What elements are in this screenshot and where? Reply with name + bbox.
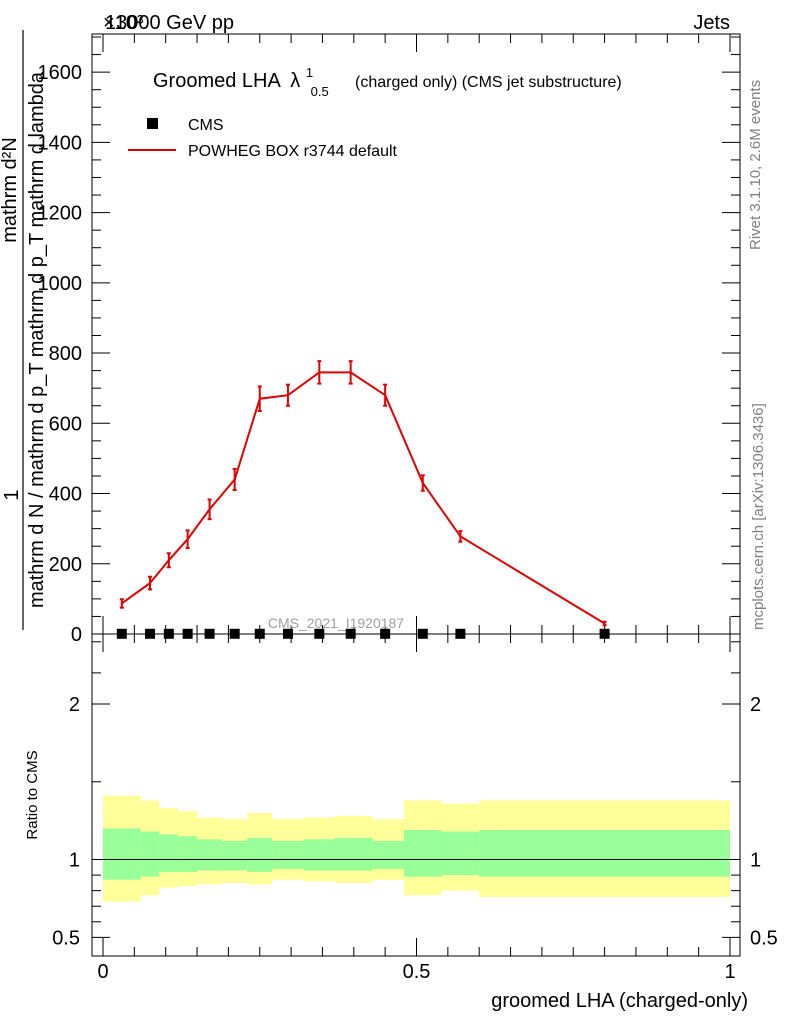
plot-title-suffix: (charged only) (CMS jet substructure) — [355, 74, 622, 91]
main-y-tick-label: 1600 — [38, 62, 83, 84]
ratio-inner-band-bin — [159, 834, 179, 872]
legend: CMS POWHEG BOX r3744 default — [128, 117, 398, 160]
main-y-tick-label: 0 — [71, 624, 82, 646]
mcplots-label: mcplots.cern.ch [arXiv:1306.3436] — [750, 403, 767, 630]
main-y-tick-label: 400 — [49, 484, 82, 506]
main-plot: 0 200 400 600 800 1000 1200 1400 1600 CMS_2021_I… — [38, 33, 741, 646]
plot-title-symbol: λ — [290, 70, 300, 92]
y-label-numerator: mathrm d²N — [0, 137, 21, 243]
ratio-inner-band-bin — [479, 830, 730, 877]
ratio-y-tick-label-left: 0.5 — [52, 927, 80, 949]
ratio-inner-band-bin — [247, 837, 273, 872]
main-y-tick-label: 1000 — [38, 273, 83, 295]
ratio-ticks — [92, 634, 740, 956]
main-y-tick-label: 1200 — [38, 203, 83, 225]
x-axis-label: groomed LHA (charged-only) — [491, 990, 748, 1012]
main-y-tick-label: 1400 — [38, 132, 83, 154]
ratio-inner-band-bin — [103, 828, 141, 880]
x-tick-label: 0 — [97, 961, 108, 983]
header-category: Jets — [693, 12, 730, 34]
plot-title-text: Groomed LHA — [153, 70, 281, 92]
ratio-inner-band-bin — [272, 840, 304, 869]
main-y-tick-label: 600 — [49, 413, 82, 435]
main-y-axis-label: 1 mathrm d²N mathrm d N / mathrm d p_T m… — [0, 30, 48, 630]
x-tick-label: 0.5 — [403, 961, 431, 983]
y-label-prefix: 1 — [1, 489, 23, 500]
ratio-inner-band-bin — [140, 831, 160, 877]
legend-powheg-label: POWHEG BOX r3744 default — [188, 143, 398, 160]
main-y-tick-labels: 0 200 400 600 800 1000 1200 1400 1600 — [38, 62, 83, 646]
ratio-inner-band-bin — [441, 831, 480, 876]
ratio-inner-band-bin — [178, 836, 198, 872]
y-label-denominator: mathrm d N / mathrm d p_T mathrm d p_T m… — [26, 71, 48, 608]
legend-cms-marker — [147, 118, 158, 129]
ratio-y-tick-label-left: 1 — [69, 850, 80, 872]
ratio-inner-band-bin — [334, 837, 373, 871]
main-y-tick-label: 800 — [49, 343, 82, 365]
ratio-inner-band-bin — [303, 839, 335, 871]
ratio-inner-band-bin — [403, 830, 442, 877]
main-y-ticks — [92, 34, 740, 635]
x-tick-label: 1 — [724, 961, 735, 983]
header-energy: 13000 GeV pp — [105, 12, 234, 34]
header-exponent: ×10³ — [103, 12, 144, 34]
ratio-plot-frame — [91, 633, 741, 957]
ratio-y-tick-label-left: 2 — [69, 694, 80, 716]
ratio-y-tick-label-right: 0.5 — [750, 927, 778, 949]
ratio-y-tick-label-right: 1 — [750, 850, 761, 872]
ratio-bands — [103, 795, 730, 902]
ratio-plot: 0.5 0.5 1 1 2 2 0 0.5 1 Ratio to CMS groomed LHA… — [24, 633, 778, 1012]
plot-title-sub: 0.5 — [311, 84, 329, 99]
legend-cms-label: CMS — [188, 117, 224, 134]
plot-title-sup: 1 — [306, 65, 313, 80]
ratio-inner-band-bin — [372, 840, 404, 869]
ratio-inner-band-bin — [222, 840, 248, 871]
main-series — [116, 360, 610, 639]
ratio-y-tick-label-right: 2 — [750, 694, 761, 716]
ratio-tick-labels: 0.5 0.5 1 1 2 2 0 0.5 1 — [52, 694, 778, 983]
powheg-line — [121, 371, 606, 625]
rivet-version-label: Rivet 3.1.10, 2.6M events — [747, 80, 764, 250]
ratio-y-label: Ratio to CMS — [24, 750, 41, 839]
ratio-inner-band-bin — [197, 839, 223, 871]
main-y-tick-label: 200 — [49, 554, 82, 576]
plot-title: Groomed LHA λ 1 0.5 — [153, 60, 329, 99]
analysis-watermark: CMS_2021_I1920187 — [268, 615, 404, 631]
